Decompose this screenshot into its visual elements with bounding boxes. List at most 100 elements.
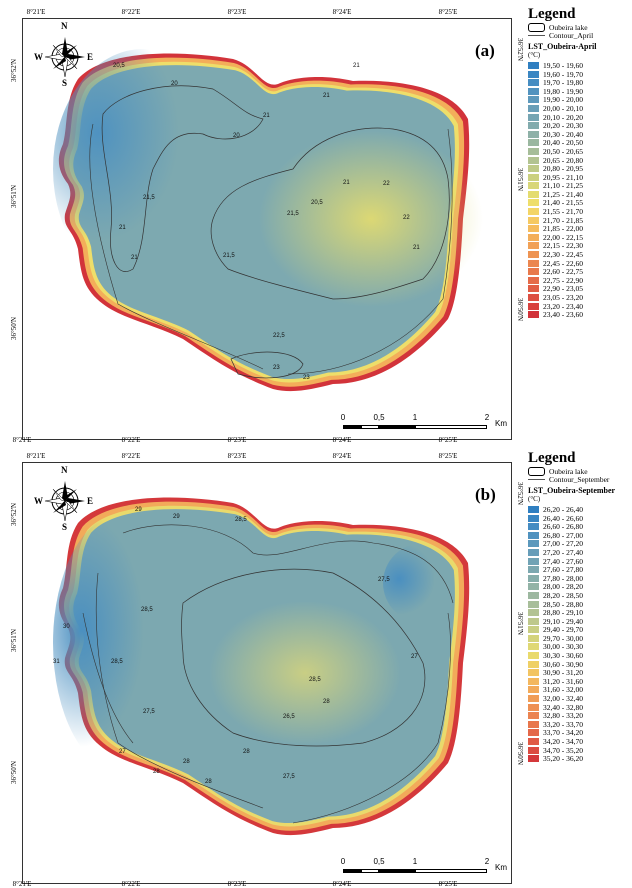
- legend-swatch: [528, 660, 539, 668]
- contour-label: 21,5: [143, 195, 155, 201]
- legend-class: 28,80 - 29,10: [528, 608, 632, 617]
- contour-line: [89, 123, 264, 370]
- contour-label: 28,5: [111, 659, 123, 665]
- legend-swatch: [528, 583, 539, 591]
- legend-swatch: [528, 199, 539, 207]
- contour-line: [292, 612, 451, 824]
- scale-label: 1: [412, 413, 418, 422]
- legend-class-label: 33,70 - 34,20: [543, 728, 583, 738]
- contour-label: 21: [119, 225, 126, 231]
- legend-class-label: 31,60 - 32,00: [543, 685, 583, 695]
- legend-swatch: [528, 113, 539, 121]
- legend-class-label: 29,40 - 29,70: [543, 625, 583, 635]
- compass-north: N: [61, 465, 68, 475]
- legend-class-label: 20,40 - 20,50: [543, 138, 583, 148]
- lake-map: 29 28,5 28,5 27,5 27,5 28,5 27 28 28 28 27,5 26,5 28…: [53, 497, 470, 836]
- legend-class: 26,40 - 26,60: [528, 514, 632, 523]
- legend-class: 22,75 - 22,90: [528, 276, 632, 285]
- legend-classes: 26,20 - 26,40 26,40 - 26,60 26,60 - 26,80 2…: [528, 505, 632, 763]
- legend-class-label: 23,40 - 23,60: [543, 310, 583, 320]
- contour-label: 29: [135, 507, 142, 513]
- legend-swatch: [528, 720, 539, 728]
- top-tick: 8°22'E: [121, 8, 141, 16]
- legend-swatch: [528, 548, 539, 556]
- legend-class-label: 22,30 - 22,45: [543, 250, 583, 260]
- top-tick: 8°25'E: [438, 452, 458, 460]
- legend-layer-name: LST_Oubeira-September: [528, 486, 616, 496]
- legend-class: 19,80 - 19,90: [528, 87, 632, 96]
- left-tick: 36°52'N: [10, 502, 18, 526]
- legend-swatch: [528, 617, 539, 625]
- legend-class: 20,95 - 21,10: [528, 173, 632, 182]
- legend-class: 20,65 - 20,80: [528, 156, 632, 165]
- legend-class: 31,20 - 31,60: [528, 677, 632, 686]
- top-tick: 8°24'E: [332, 452, 352, 460]
- legend-class: 22,60 - 22,75: [528, 267, 632, 276]
- legend-swatch: [528, 600, 539, 608]
- right-tick: 36°52'N: [516, 482, 524, 506]
- legend-class: 30,30 - 30,60: [528, 651, 632, 660]
- map-panel-september: 29 28,5 28,5 27,5 27,5 28,5 27 28 28 28 27,5 26,5 28…: [0, 444, 632, 888]
- legend-class: 20,20 - 20,30: [528, 121, 632, 130]
- lake-outline-icon: [528, 466, 545, 476]
- top-tick: 8°23'E: [227, 452, 247, 460]
- top-tick: 8°21'E: [26, 8, 46, 16]
- legend-class-label: 20,00 - 20,10: [543, 103, 583, 113]
- panel-label: (a): [475, 41, 495, 60]
- legend-class-label: 20,30 - 20,40: [543, 129, 583, 139]
- scale-bar: 0 0,5 1 2 Km: [341, 857, 507, 877]
- legend-class: 32,40 - 32,80: [528, 703, 632, 712]
- legend-class-label: 27,60 - 27,80: [543, 565, 583, 575]
- legend-class-label: 35,20 - 36,20: [543, 754, 583, 764]
- contour-label: 27,5: [143, 709, 155, 715]
- contour-label: 28,5: [235, 517, 247, 523]
- legend-class: 33,20 - 33,70: [528, 720, 632, 729]
- legend-swatch: [528, 242, 539, 250]
- legend-swatch: [528, 139, 539, 147]
- legend-class: 32,00 - 32,40: [528, 694, 632, 703]
- legend-class: 26,60 - 26,80: [528, 522, 632, 531]
- contour-label: 28: [205, 779, 212, 785]
- legend-class-label: 26,20 - 26,40: [543, 504, 583, 514]
- contour-line-icon: [528, 35, 545, 37]
- cool-zone: [383, 543, 463, 623]
- legend-swatch: [528, 557, 539, 565]
- legend-unit: (°C): [528, 495, 541, 504]
- legend-class-label: 20,10 - 20,20: [543, 112, 583, 122]
- legend-class: 22,15 - 22,30: [528, 241, 632, 250]
- legend-class: 19,60 - 19,70: [528, 70, 632, 79]
- legend-class: 19,50 - 19,60: [528, 61, 632, 70]
- legend-class-label: 20,95 - 21,10: [543, 172, 583, 182]
- legend-class-label: 34,70 - 35,20: [543, 745, 583, 755]
- legend-swatch: [528, 669, 539, 677]
- legend-class: 23,05 - 23,20: [528, 293, 632, 302]
- legend-class: 19,70 - 19,80: [528, 78, 632, 87]
- legend-class-label: 19,90 - 20,00: [543, 95, 583, 105]
- legend-class-label: 23,20 - 23,40: [543, 301, 583, 311]
- right-tick: 36°51'N: [516, 168, 524, 192]
- legend-class-label: 32,40 - 32,80: [543, 702, 583, 712]
- legend-swatch: [528, 61, 539, 69]
- contour-label: 21: [263, 113, 270, 119]
- right-tick: 36°52'N: [516, 38, 524, 62]
- legend-class-label: 26,40 - 26,60: [543, 513, 583, 523]
- legend-swatch: [528, 712, 539, 720]
- contour-label: 20,5: [113, 63, 125, 69]
- cool-zone: [53, 513, 193, 773]
- compass-rose: N S E W: [34, 465, 93, 532]
- compass-icon: [44, 37, 85, 78]
- panel-label: (b): [475, 485, 496, 504]
- contour-label: 30: [63, 624, 70, 630]
- legend-class: 34,70 - 35,20: [528, 746, 632, 755]
- legend-swatch: [528, 652, 539, 660]
- legend-class-label: 26,60 - 26,80: [543, 522, 583, 532]
- legend-swatch: [528, 165, 539, 173]
- legend-class: 21,55 - 21,70: [528, 207, 632, 216]
- legend-swatch: [528, 311, 539, 319]
- bottom-tick: 8°25'E: [438, 880, 458, 888]
- left-tick: 36°51'N: [10, 184, 18, 208]
- legend-class-label: 20,50 - 20,65: [543, 146, 583, 156]
- legend-swatch: [528, 591, 539, 599]
- compass-south: S: [62, 522, 68, 532]
- contour-label: 28,5: [309, 677, 321, 683]
